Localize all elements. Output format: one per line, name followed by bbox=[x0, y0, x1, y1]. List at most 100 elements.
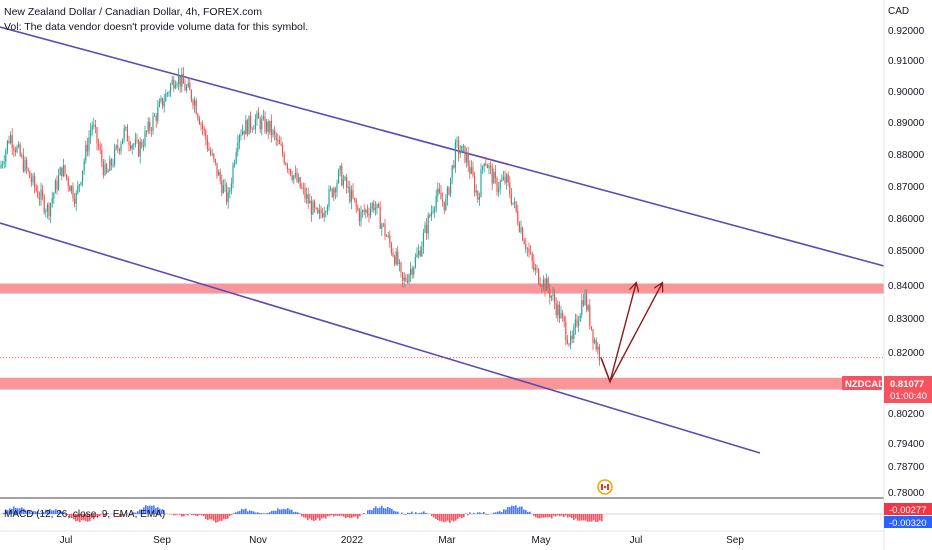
macd-bar bbox=[479, 512, 481, 514]
candle-body bbox=[0, 164, 2, 168]
candle-body bbox=[538, 269, 540, 284]
macd-bar bbox=[425, 512, 427, 514]
macd-bar bbox=[463, 514, 465, 518]
time-axis[interactable]: Jul Sep Nov 2022 Mar May Jul Sep bbox=[60, 535, 745, 546]
candle-body bbox=[190, 90, 192, 101]
candle-body bbox=[174, 85, 176, 89]
candle-body bbox=[346, 176, 348, 188]
macd-bar bbox=[423, 511, 425, 514]
candle-body bbox=[286, 164, 288, 170]
bar-countdown: 01:00:40 bbox=[890, 391, 927, 402]
candle-body bbox=[146, 131, 148, 132]
macd-bar bbox=[137, 511, 139, 514]
candle-body bbox=[240, 134, 242, 136]
macd-bar bbox=[133, 512, 135, 514]
candle-body bbox=[427, 215, 429, 234]
candle-body bbox=[91, 125, 93, 131]
macd-bar bbox=[551, 514, 553, 519]
macd-bar bbox=[307, 514, 309, 521]
macd-bar bbox=[205, 514, 207, 520]
candle-body bbox=[429, 215, 431, 217]
price-axis[interactable]: 0.92000 0.91000 0.90000 0.89000 0.88000 0.870… bbox=[888, 26, 925, 499]
macd-bar bbox=[555, 514, 557, 517]
macd-bar bbox=[149, 505, 151, 514]
candle-body bbox=[179, 75, 181, 87]
candle-body bbox=[486, 165, 488, 169]
candle-body bbox=[394, 256, 396, 265]
candle-body bbox=[70, 185, 72, 192]
candle-body bbox=[398, 262, 400, 264]
candle-body bbox=[296, 172, 298, 182]
time-tick-label: Jul bbox=[60, 535, 73, 546]
candle-body bbox=[40, 189, 42, 200]
candle-body bbox=[320, 209, 322, 214]
macd-bar bbox=[473, 512, 475, 514]
candle-body bbox=[403, 277, 405, 281]
macd-bar bbox=[7, 510, 9, 514]
candle-body bbox=[21, 155, 23, 156]
macd-bar bbox=[421, 512, 423, 514]
candle-body bbox=[93, 124, 95, 126]
candle-body bbox=[307, 194, 309, 204]
macd-histogram bbox=[0, 505, 884, 523]
candle-body bbox=[341, 165, 343, 186]
candle-body bbox=[598, 346, 600, 361]
macd-bar bbox=[387, 507, 389, 514]
candle-body bbox=[562, 312, 564, 317]
candle-body bbox=[213, 153, 215, 160]
candle-body bbox=[115, 145, 117, 149]
candle-body bbox=[109, 159, 111, 172]
candle-body bbox=[275, 134, 277, 141]
candle-body bbox=[373, 203, 375, 211]
candle-body bbox=[595, 340, 597, 350]
candle-body bbox=[426, 224, 428, 234]
candle-body bbox=[467, 153, 469, 167]
macd-bar bbox=[153, 505, 155, 514]
candle-body bbox=[165, 93, 167, 102]
candle-body bbox=[459, 152, 461, 154]
candle-body bbox=[238, 135, 240, 143]
candle-body bbox=[128, 141, 130, 146]
candle-body bbox=[466, 153, 468, 163]
candle-body bbox=[69, 186, 71, 192]
candle-body bbox=[379, 207, 381, 229]
candle-body bbox=[304, 187, 306, 199]
macd-bar bbox=[401, 512, 403, 514]
candle-body bbox=[186, 86, 188, 91]
candle-body bbox=[218, 171, 220, 176]
event-icon[interactable] bbox=[597, 479, 613, 495]
macd-bar bbox=[201, 514, 203, 516]
candle-body bbox=[546, 278, 548, 291]
macd-bar bbox=[369, 509, 371, 514]
macd-bar bbox=[549, 514, 551, 518]
candle-body bbox=[314, 201, 316, 208]
macd-bar bbox=[579, 514, 581, 521]
candle-body bbox=[117, 145, 119, 149]
macd-bar bbox=[597, 514, 599, 522]
macd-bar bbox=[581, 514, 583, 521]
macd-bar bbox=[349, 514, 351, 518]
candle-body bbox=[35, 187, 37, 191]
candle-body bbox=[493, 171, 495, 184]
candle-body bbox=[552, 294, 554, 296]
macd-bar bbox=[569, 514, 571, 517]
candle-body bbox=[339, 165, 341, 171]
macd-bar bbox=[357, 514, 359, 519]
candle-body bbox=[520, 227, 522, 232]
time-tick-label: Nov bbox=[249, 535, 267, 546]
candle-body bbox=[259, 118, 261, 130]
volume-note: Vol: The data vendor doesn't provide vol… bbox=[4, 21, 309, 33]
candle-body bbox=[421, 246, 423, 257]
candle-body bbox=[107, 171, 109, 173]
candle-body bbox=[58, 175, 60, 190]
price-tick-label: 0.84000 bbox=[888, 281, 925, 292]
candle-body bbox=[528, 248, 530, 253]
candle-body bbox=[158, 101, 160, 107]
macd-bar bbox=[237, 511, 239, 514]
macd-bar bbox=[37, 511, 39, 514]
candle-body bbox=[24, 159, 26, 172]
macd-bar bbox=[331, 514, 333, 516]
candle-body bbox=[203, 128, 205, 131]
